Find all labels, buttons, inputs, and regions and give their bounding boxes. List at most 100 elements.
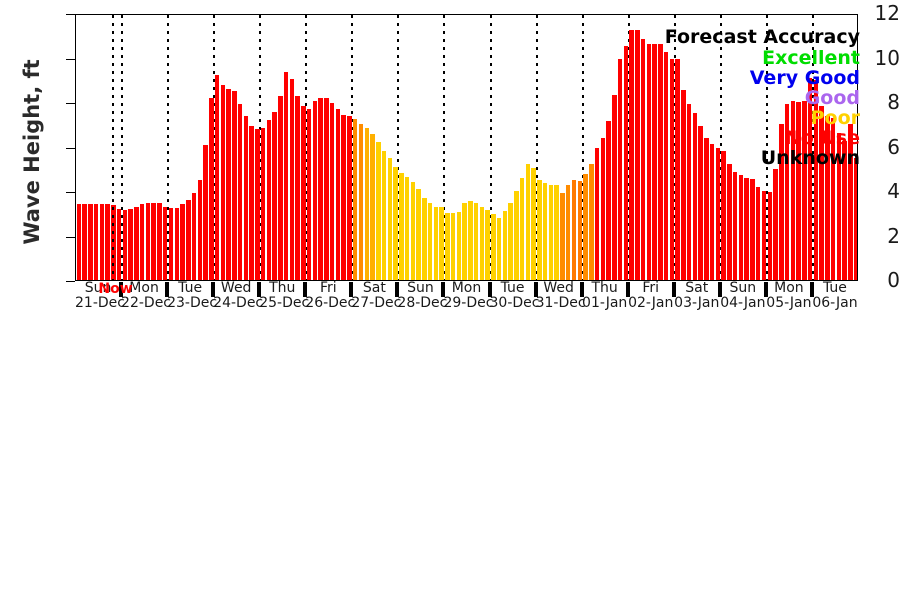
- bar: [122, 209, 128, 280]
- bar: [450, 213, 456, 280]
- x-axis-day-cell: Mon 05-Jan: [766, 281, 812, 311]
- bar: [249, 126, 254, 280]
- bar: [232, 90, 237, 280]
- bar: [180, 204, 185, 280]
- x-axis-day-cell: Thu 25-Dec: [259, 280, 309, 311]
- bar: [554, 185, 559, 280]
- y-tick-mark: [66, 58, 75, 60]
- bar: [139, 204, 145, 280]
- bar: [635, 29, 640, 280]
- x-axis-day-separator: [671, 282, 676, 297]
- bar: [744, 177, 749, 280]
- x-axis-day-name: Thu: [269, 280, 296, 296]
- bar: [318, 97, 323, 280]
- bar: [519, 177, 525, 280]
- bar: [761, 191, 767, 280]
- bar: [197, 179, 203, 280]
- bar: [220, 85, 226, 280]
- x-axis-day-date: 02-Jan: [628, 295, 674, 311]
- x-axis-day-date: 21-Dec: [75, 295, 125, 311]
- bar: [773, 168, 778, 280]
- bar: [825, 116, 830, 280]
- bar: [243, 116, 249, 280]
- x-axis-day-cell: Mon 29-Dec: [443, 280, 493, 311]
- bar: [738, 175, 744, 280]
- x-axis-day-cell: Sun 28-Dec: [397, 281, 448, 311]
- day-gridline: [397, 15, 400, 280]
- y-tick-mark: [66, 147, 75, 149]
- day-gridline: [305, 15, 308, 280]
- bar: [214, 75, 220, 280]
- x-axis-day-date: 01-Jan: [582, 295, 628, 311]
- bar: [134, 206, 139, 280]
- bar: [289, 78, 295, 280]
- x-axis-day-date: 28-Dec: [397, 295, 448, 311]
- bar: [779, 124, 784, 280]
- bar: [370, 134, 375, 280]
- day-gridline: [443, 15, 446, 280]
- x-axis-day-separator: [119, 282, 124, 297]
- bar: [784, 104, 790, 280]
- bar: [652, 44, 657, 280]
- x-axis-day-cell: Fri 02-Jan: [628, 281, 674, 311]
- x-axis-day-cell: Thu 01-Jan: [582, 281, 628, 311]
- bar: [813, 79, 819, 280]
- bar: [399, 173, 404, 280]
- bar: [364, 127, 369, 280]
- x-axis-day-separator: [257, 282, 262, 297]
- bar: [658, 44, 663, 280]
- bar: [76, 204, 82, 280]
- bar: [589, 164, 594, 280]
- bar: [237, 104, 243, 280]
- bar: [612, 95, 617, 280]
- bar: [646, 44, 652, 280]
- x-axis-day-name: Mon: [774, 280, 804, 296]
- x-axis-day-cell: Wed 24-Dec: [213, 281, 263, 311]
- x-axis-day-separator: [487, 282, 492, 297]
- bar: [617, 58, 623, 280]
- x-axis-day-date: 26-Dec: [305, 295, 356, 311]
- bar: [295, 96, 300, 280]
- x-axis-day-separator: [625, 282, 630, 297]
- day-gridline: [489, 15, 492, 280]
- bar: [663, 51, 669, 280]
- x-axis-day-cell: Fri 26-Dec: [305, 281, 356, 311]
- day-gridline: [259, 15, 262, 280]
- day-gridline: [121, 15, 124, 280]
- bar: [842, 140, 847, 280]
- bar: [151, 203, 156, 280]
- day-gridline: [811, 15, 814, 280]
- y-tick-label: 12: [874, 1, 900, 25]
- x-axis-day-separator: [395, 282, 400, 297]
- x-axis-day-date: 30-Dec: [489, 295, 540, 311]
- x-axis-day-name: Mon: [451, 280, 482, 296]
- bar: [427, 203, 433, 280]
- bar: [802, 100, 807, 280]
- y-tick-label: 6: [887, 134, 900, 159]
- x-axis-day-name: Sat: [685, 280, 709, 296]
- bar: [226, 88, 231, 280]
- x-axis-day-name: Sun: [729, 280, 757, 296]
- bar: [606, 120, 611, 280]
- bar: [306, 108, 312, 280]
- x-axis-day-separator: [349, 282, 354, 297]
- bar: [347, 116, 352, 280]
- bar: [422, 197, 427, 280]
- bar: [531, 167, 536, 280]
- bar: [416, 188, 421, 280]
- x-axis-day-date: 31-Dec: [535, 295, 586, 311]
- x-axis-day-date: 05-Jan: [766, 295, 812, 311]
- x-axis-day-separator: [165, 282, 170, 297]
- bar: [681, 89, 686, 280]
- bar-series: [76, 15, 857, 280]
- x-axis-day-separator: [763, 282, 768, 297]
- y-tick-label: 2: [887, 223, 900, 248]
- x-axis: Sun 21-Dec Mon 22-Dec Tue 23-Dec Wed 24-Dec Thu 2…: [75, 280, 858, 318]
- bar: [594, 147, 600, 280]
- bar: [514, 191, 519, 280]
- legend: Forecast Accuracy Excellent Very Good Good…: [640, 26, 860, 168]
- x-axis-day-date: 22-Dec: [121, 295, 172, 311]
- x-axis-day-date: 06-Jan: [812, 295, 858, 311]
- bar: [433, 206, 439, 280]
- bar: [525, 164, 531, 280]
